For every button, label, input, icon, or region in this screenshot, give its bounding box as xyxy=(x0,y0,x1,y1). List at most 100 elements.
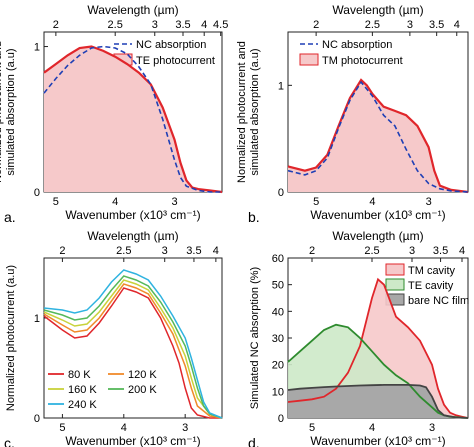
x-tick-label: 5 xyxy=(59,422,65,434)
legend-label: TM cavity xyxy=(408,265,456,277)
legend-swatch xyxy=(299,53,319,66)
top-tick-label: 2 xyxy=(53,19,59,31)
top-tick-label: 2 xyxy=(59,245,65,257)
top-tick-label: 3.5 xyxy=(175,19,190,31)
x-tick-label: 4 xyxy=(112,196,118,208)
legend: NC absorption TM photocurrent xyxy=(299,39,403,67)
series-line xyxy=(287,384,469,419)
series-fill xyxy=(288,80,468,192)
top-tick-label: 2.5 xyxy=(116,245,131,257)
series-line xyxy=(43,269,223,419)
top-tick-label: 2.5 xyxy=(365,19,380,31)
x-tick-label: 3 xyxy=(429,422,435,434)
top-axis-label: Wavelength (µm) xyxy=(332,3,423,17)
legend-label: 240 K xyxy=(68,399,97,411)
series-line xyxy=(43,45,222,193)
top-tick-label: 2 xyxy=(313,19,319,31)
legend-label: NC absorption xyxy=(322,39,392,51)
top-tick-label: 4 xyxy=(459,245,465,257)
top-axis-label: Wavelength (µm) xyxy=(87,3,178,17)
x-tick-label: 4 xyxy=(369,196,375,208)
x-tick-label: 5 xyxy=(53,196,59,208)
bottom-axis-label: Wavenumber (x10³ cm⁻¹) xyxy=(65,434,200,447)
series-line xyxy=(287,78,469,194)
legend-label: 80 K xyxy=(68,369,91,381)
y-axis-label: Normalized photocurrent and xyxy=(236,41,248,183)
legend: NC absorption TE photocurrent xyxy=(113,39,215,67)
y-tick-label: 1 xyxy=(34,42,40,54)
legend-swatch xyxy=(385,278,405,291)
y-tick-label: 1 xyxy=(34,313,40,325)
legend: TM cavity TE cavity bare NC film xyxy=(385,263,469,307)
y-tick-label: 0 xyxy=(34,187,40,199)
panel-label: a. xyxy=(4,209,16,225)
y-axis-label: simulated absorption (a.u) xyxy=(249,48,261,175)
series-fill xyxy=(288,279,468,418)
legend-label: TE cavity xyxy=(408,280,454,292)
top-tick-label: 4 xyxy=(213,245,219,257)
panel-label: b. xyxy=(248,209,260,225)
x-tick-label: 4 xyxy=(369,422,375,434)
x-tick-label: 5 xyxy=(313,196,319,208)
series-fill xyxy=(288,384,468,418)
top-tick-label: 3.5 xyxy=(429,19,444,31)
series-line xyxy=(287,277,469,419)
top-tick-label: 3.5 xyxy=(433,245,448,257)
series-line xyxy=(43,283,223,419)
panel-b: 0 1 5 4 3 2 2.5 3 3.5 4 Wavelength (µm) Wavenumber … xyxy=(236,3,469,225)
y-tick-label: 60 xyxy=(272,253,284,265)
bottom-axis-label: Wavenumber (x10³ cm⁻¹) xyxy=(310,208,445,222)
bottom-axis-label: Wavenumber (x10³ cm⁻¹) xyxy=(65,208,200,222)
top-tick-label: 4.5 xyxy=(213,19,228,31)
legend-label: 120 K xyxy=(128,369,157,381)
series-line xyxy=(43,287,222,419)
x-tick-label: 5 xyxy=(309,422,315,434)
y-tick-label: 10 xyxy=(272,386,284,398)
top-axis-label: Wavelength (µm) xyxy=(332,229,423,243)
top-tick-label: 3 xyxy=(407,19,413,31)
top-tick-label: 3.5 xyxy=(186,245,201,257)
legend: 80 K 120 K 160 K 200 K 240 K xyxy=(48,369,157,411)
y-axis-label: simulated absorption (a.u) xyxy=(5,48,17,175)
series-line xyxy=(287,80,469,193)
panel-c: 0 1 5 4 3 2 2.5 3 3.5 4 Wavelength (µm) Wavenumber … xyxy=(4,229,223,447)
y-tick-label: 50 xyxy=(272,280,284,292)
legend-label: 160 K xyxy=(68,384,97,396)
panel-label: c. xyxy=(4,435,15,447)
y-axis-label: Simulated NC absorption (%) xyxy=(249,267,261,409)
y-tick-label: 30 xyxy=(272,333,284,345)
legend-label: TM photocurrent xyxy=(322,55,403,67)
top-tick-label: 2.5 xyxy=(108,19,123,31)
legend-label: 200 K xyxy=(128,384,157,396)
plot-frame xyxy=(43,257,223,419)
y-tick-label: 20 xyxy=(272,360,284,372)
top-tick-label: 2 xyxy=(309,245,315,257)
y-tick-label: 1 xyxy=(278,80,284,92)
legend-label: NC absorption xyxy=(136,39,206,51)
legend-label: TE photocurrent xyxy=(136,55,215,67)
panel-d: 0 10 20 30 40 50 60 5 4 3 2 2.5 3 3.5 4 Wavelength (µm)… xyxy=(248,229,469,447)
bottom-axis-label: Wavenumber (x10³ cm⁻¹) xyxy=(310,434,445,447)
y-axis-label: Normalized photocurrent and xyxy=(0,41,4,183)
x-tick-label: 3 xyxy=(426,196,432,208)
series-line xyxy=(43,279,223,419)
y-tick-label: 0 xyxy=(278,187,284,199)
legend-swatch xyxy=(385,263,405,276)
top-tick-label: 4 xyxy=(454,19,460,31)
top-tick-label: 3 xyxy=(162,245,168,257)
y-tick-label: 0 xyxy=(34,413,40,425)
top-tick-label: 2.5 xyxy=(364,245,379,257)
top-tick-label: 3 xyxy=(409,245,415,257)
panel-a: 0 1 5 4 3 2 2.5 3 3.5 4 4.5 Wavelength (µm) Wavenumb… xyxy=(0,3,228,225)
x-tick-label: 4 xyxy=(121,422,127,434)
series-line xyxy=(43,275,223,419)
top-axis-label: Wavelength (µm) xyxy=(87,229,178,243)
panel-label: d. xyxy=(248,435,260,447)
y-tick-label: 0 xyxy=(278,413,284,425)
y-axis-label: Normalized photocurrent (a.u) xyxy=(5,265,17,411)
x-tick-label: 3 xyxy=(171,196,177,208)
top-tick-label: 4 xyxy=(201,19,207,31)
legend-label: bare NC film xyxy=(408,295,469,307)
y-tick-label: 40 xyxy=(272,306,284,318)
